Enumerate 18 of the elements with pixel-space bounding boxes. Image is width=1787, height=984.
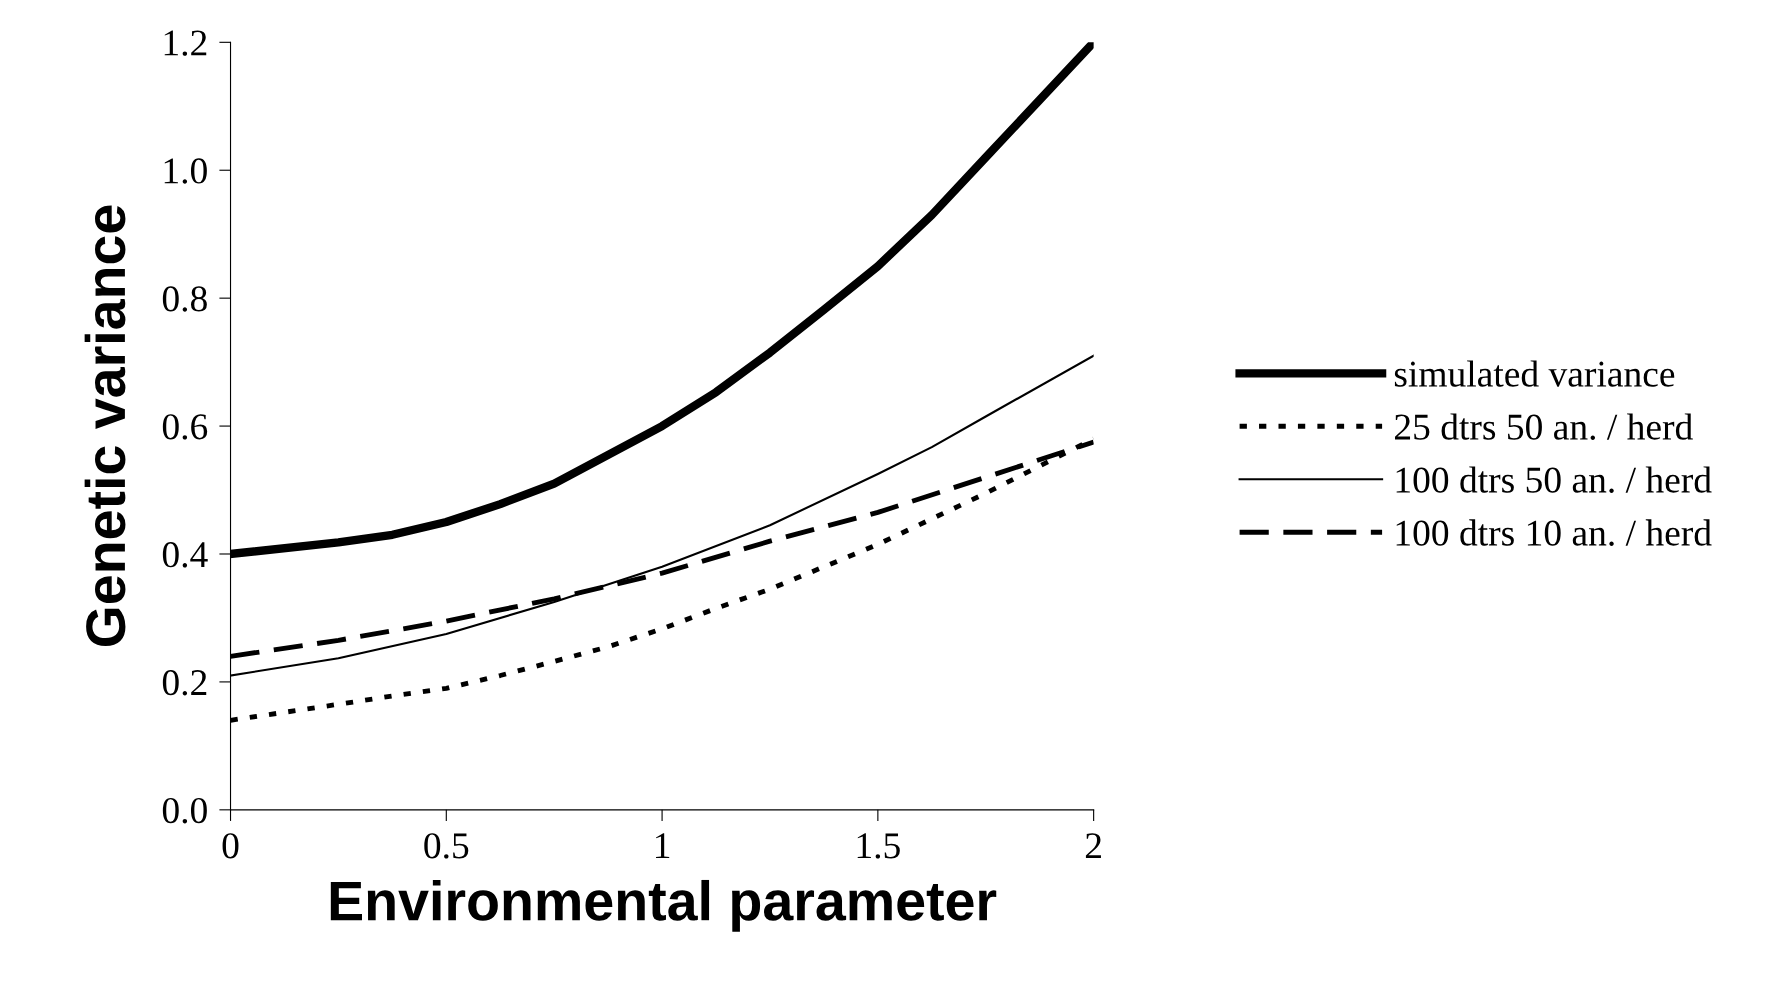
y-tick-label: 0.2: [162, 669, 207, 696]
y-tick-label: 0.6: [162, 414, 208, 440]
x-tick-label: 0.5: [424, 833, 469, 859]
x-tick-label: 1: [656, 833, 670, 859]
legend-label: simulated variance: [1394, 360, 1675, 387]
x-tick-label: 1.5: [857, 833, 900, 859]
y-tick-label: 0.8: [162, 286, 207, 312]
legend-label: 100 dtrs 10 an. / herd: [1396, 519, 1712, 546]
y-tick-label: 1.2: [164, 30, 207, 56]
legend-label: 25 dtrs 50 an. / herd: [1395, 413, 1693, 440]
y-tick-label: 0.0: [162, 797, 207, 824]
x-tick-label: 0: [222, 833, 239, 859]
y-axis-title: Genetic variance: [84, 205, 126, 647]
y-tick-label: 1.0: [164, 158, 207, 184]
x-axis-title: Environmental parameter: [330, 879, 997, 932]
x-tick-label: 2: [1085, 833, 1101, 859]
legend-label: 100 dtrs 50 an. / herd: [1396, 466, 1712, 493]
y-tick-label: 0.4: [162, 542, 208, 568]
